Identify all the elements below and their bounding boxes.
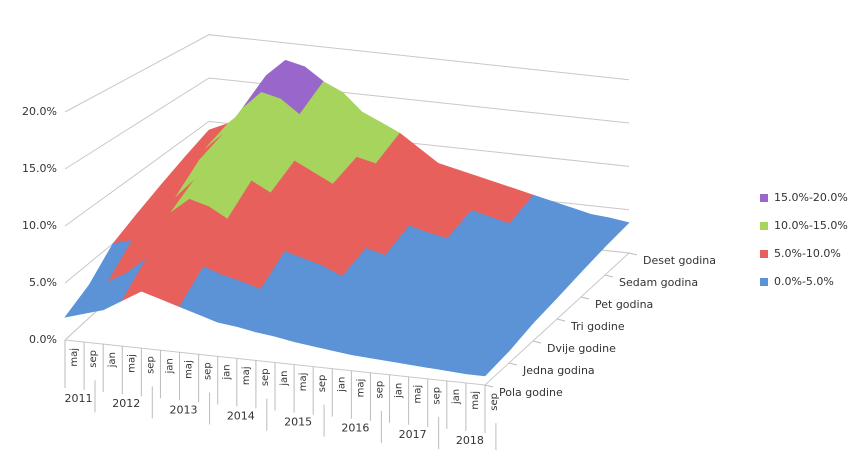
depth-label: Tri godine <box>570 320 625 333</box>
legend-swatch <box>760 222 768 230</box>
grid-line <box>64 77 630 170</box>
surface-cell <box>465 347 510 377</box>
x-tick-label: jan <box>222 364 233 380</box>
year-label: 2011 <box>65 392 93 405</box>
year-label: 2017 <box>399 428 427 441</box>
x-tick-label: jan <box>394 383 405 399</box>
grid-line <box>64 120 630 227</box>
y-tick-label: 5.0% <box>29 276 57 289</box>
depth-tick <box>604 274 614 278</box>
legend-swatch <box>760 250 768 258</box>
legend-label: 15.0%-20.0% <box>774 191 848 204</box>
y-tick-label: 10.0% <box>22 219 57 232</box>
x-tick-label: maj <box>298 373 309 392</box>
depth-tick <box>580 296 590 300</box>
x-tick-label: sep <box>489 393 500 411</box>
year-label: 2013 <box>170 403 198 416</box>
x-tick-label: jan <box>336 377 347 393</box>
x-tick-label: jan <box>279 371 290 387</box>
depth-tick <box>508 362 518 366</box>
legend-swatch <box>760 278 768 286</box>
y-tick-label: 20.0% <box>22 105 57 118</box>
depth-tick <box>628 252 638 256</box>
x-tick-label: jan <box>164 358 175 374</box>
depth-label: Jedna godina <box>522 364 595 377</box>
depth-label: Deset godina <box>643 254 716 267</box>
legend-label: 10.0%-15.0% <box>774 219 848 232</box>
year-label: 2014 <box>227 409 255 422</box>
x-tick-label: sep <box>88 350 99 368</box>
x-tick-label: maj <box>69 348 80 367</box>
x-tick-label: maj <box>355 379 366 398</box>
x-tick-label: sep <box>145 356 156 374</box>
depth-tick <box>556 318 566 322</box>
legend-label: 0.0%-5.0% <box>774 275 834 288</box>
x-tick-label: sep <box>203 362 214 380</box>
x-tick-label: maj <box>413 385 424 404</box>
y-tick-label: 0.0% <box>29 333 57 346</box>
x-tick-label: sep <box>374 381 385 399</box>
x-tick-label: sep <box>317 375 328 393</box>
x-tick-label: maj <box>126 354 137 373</box>
x-tick-label: maj <box>184 360 195 379</box>
x-tick-label: maj <box>470 391 481 410</box>
year-label: 2016 <box>341 422 369 435</box>
x-tick-label: jan <box>451 389 462 405</box>
depth-label: Pola godine <box>499 386 563 399</box>
legend-swatch <box>760 194 768 202</box>
depth-label: Pet godina <box>595 298 653 311</box>
y-tick-label: 15.0% <box>22 162 57 175</box>
year-label: 2012 <box>112 397 140 410</box>
legend-label: 5.0%-10.0% <box>774 247 841 260</box>
depth-label: Sedam godina <box>619 276 698 289</box>
x-tick-label: sep <box>260 368 271 386</box>
depth-tick <box>532 340 542 344</box>
x-tick-label: sep <box>432 387 443 405</box>
grid-line <box>64 34 630 113</box>
depth-tick <box>484 384 494 388</box>
year-label: 2015 <box>284 416 312 429</box>
x-tick-label: maj <box>241 366 252 385</box>
year-label: 2018 <box>456 434 484 447</box>
x-tick-label: jan <box>107 352 118 368</box>
depth-label: Dvije godine <box>547 342 616 355</box>
